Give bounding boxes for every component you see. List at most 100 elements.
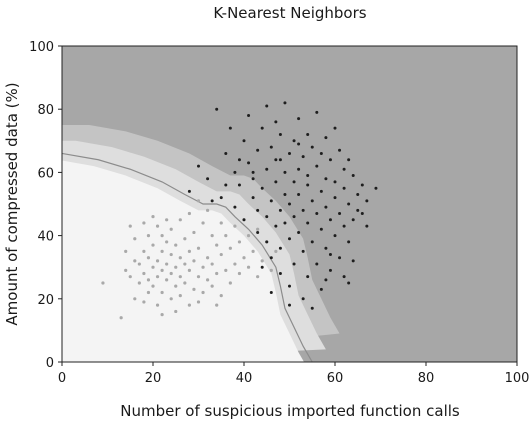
data-point bbox=[297, 117, 301, 121]
data-point bbox=[133, 237, 137, 241]
data-point bbox=[265, 240, 269, 244]
x-tick-label: 0 bbox=[58, 371, 66, 386]
data-point bbox=[146, 234, 151, 238]
data-point bbox=[206, 256, 210, 260]
data-point bbox=[219, 196, 223, 200]
data-point bbox=[306, 275, 310, 279]
data-point bbox=[233, 170, 237, 174]
data-point bbox=[256, 227, 260, 231]
data-point bbox=[133, 259, 137, 263]
data-point bbox=[210, 262, 214, 266]
data-point bbox=[219, 221, 223, 225]
data-point bbox=[301, 249, 305, 253]
data-point bbox=[196, 275, 201, 279]
data-point bbox=[142, 249, 146, 253]
data-point bbox=[301, 297, 305, 301]
data-point bbox=[124, 268, 128, 272]
data-point bbox=[269, 145, 273, 149]
data-point bbox=[310, 240, 314, 244]
data-point bbox=[201, 290, 205, 295]
data-point bbox=[215, 303, 219, 307]
decision-boundary bbox=[62, 152, 313, 362]
data-point bbox=[224, 234, 228, 238]
data-point bbox=[351, 174, 355, 178]
data-point bbox=[256, 208, 260, 212]
data-point bbox=[347, 281, 351, 285]
data-point bbox=[174, 265, 178, 269]
data-point bbox=[237, 183, 241, 187]
data-point bbox=[146, 290, 151, 295]
data-point bbox=[283, 193, 287, 197]
data-point bbox=[292, 139, 296, 143]
y-axis-ticks: 0 20 40 60 80 100 bbox=[29, 40, 62, 371]
data-point bbox=[342, 275, 346, 279]
data-point bbox=[210, 199, 214, 203]
x-tick-label: 40 bbox=[236, 371, 253, 386]
data-point bbox=[338, 148, 342, 152]
data-point bbox=[192, 259, 196, 263]
plot-frame bbox=[61, 45, 518, 363]
data-point bbox=[187, 268, 191, 272]
data-point bbox=[210, 234, 214, 238]
data-point bbox=[319, 151, 323, 155]
data-point bbox=[356, 208, 360, 212]
data-point bbox=[233, 224, 237, 228]
data-point bbox=[274, 249, 278, 253]
x-axis-label: Number of suspicious imported function c… bbox=[120, 402, 460, 420]
data-point bbox=[237, 158, 241, 162]
x-tick-label: 20 bbox=[145, 371, 162, 386]
data-point bbox=[228, 281, 232, 285]
y-tick-label: 80 bbox=[37, 103, 54, 118]
data-point bbox=[347, 240, 351, 244]
data-point bbox=[196, 246, 201, 250]
data-point bbox=[306, 174, 310, 178]
data-point bbox=[269, 268, 273, 272]
data-point bbox=[365, 224, 369, 228]
data-point bbox=[288, 284, 291, 288]
data-point bbox=[260, 265, 264, 269]
data-point bbox=[210, 284, 214, 288]
data-point bbox=[251, 196, 255, 200]
data-point bbox=[233, 205, 237, 209]
data-point bbox=[246, 265, 251, 269]
data-point bbox=[283, 170, 287, 174]
data-point bbox=[351, 259, 355, 263]
data-point bbox=[310, 306, 314, 310]
data-point bbox=[306, 183, 310, 187]
data-point bbox=[292, 262, 296, 266]
data-point bbox=[274, 224, 278, 228]
data-point bbox=[288, 202, 291, 206]
y-tick-label: 60 bbox=[37, 166, 54, 181]
data-point bbox=[260, 259, 264, 263]
data-point bbox=[174, 309, 178, 314]
data-point bbox=[187, 303, 191, 307]
x-tick-label: 100 bbox=[505, 371, 530, 386]
data-point bbox=[183, 237, 187, 241]
plot-area bbox=[62, 46, 517, 362]
data-point bbox=[278, 272, 282, 276]
data-point bbox=[292, 180, 296, 184]
data-point bbox=[260, 126, 264, 130]
data-point bbox=[251, 177, 255, 181]
data-point bbox=[342, 224, 346, 228]
y-tick-label: 100 bbox=[29, 40, 54, 55]
data-point bbox=[237, 271, 242, 276]
x-axis-ticks: 0 20 40 60 80 100 bbox=[58, 362, 530, 386]
data-point bbox=[233, 262, 237, 266]
data-point bbox=[297, 193, 301, 197]
data-point bbox=[160, 313, 164, 317]
data-point bbox=[288, 303, 291, 307]
data-point bbox=[265, 215, 269, 219]
data-point bbox=[133, 297, 137, 301]
data-point bbox=[187, 211, 191, 216]
data-point bbox=[333, 196, 337, 200]
data-point bbox=[160, 268, 164, 272]
data-point bbox=[269, 256, 273, 260]
data-point bbox=[228, 246, 232, 250]
data-point bbox=[319, 227, 323, 231]
data-point bbox=[165, 218, 169, 222]
data-point bbox=[328, 158, 332, 162]
data-point bbox=[247, 161, 251, 165]
data-point bbox=[142, 300, 146, 304]
